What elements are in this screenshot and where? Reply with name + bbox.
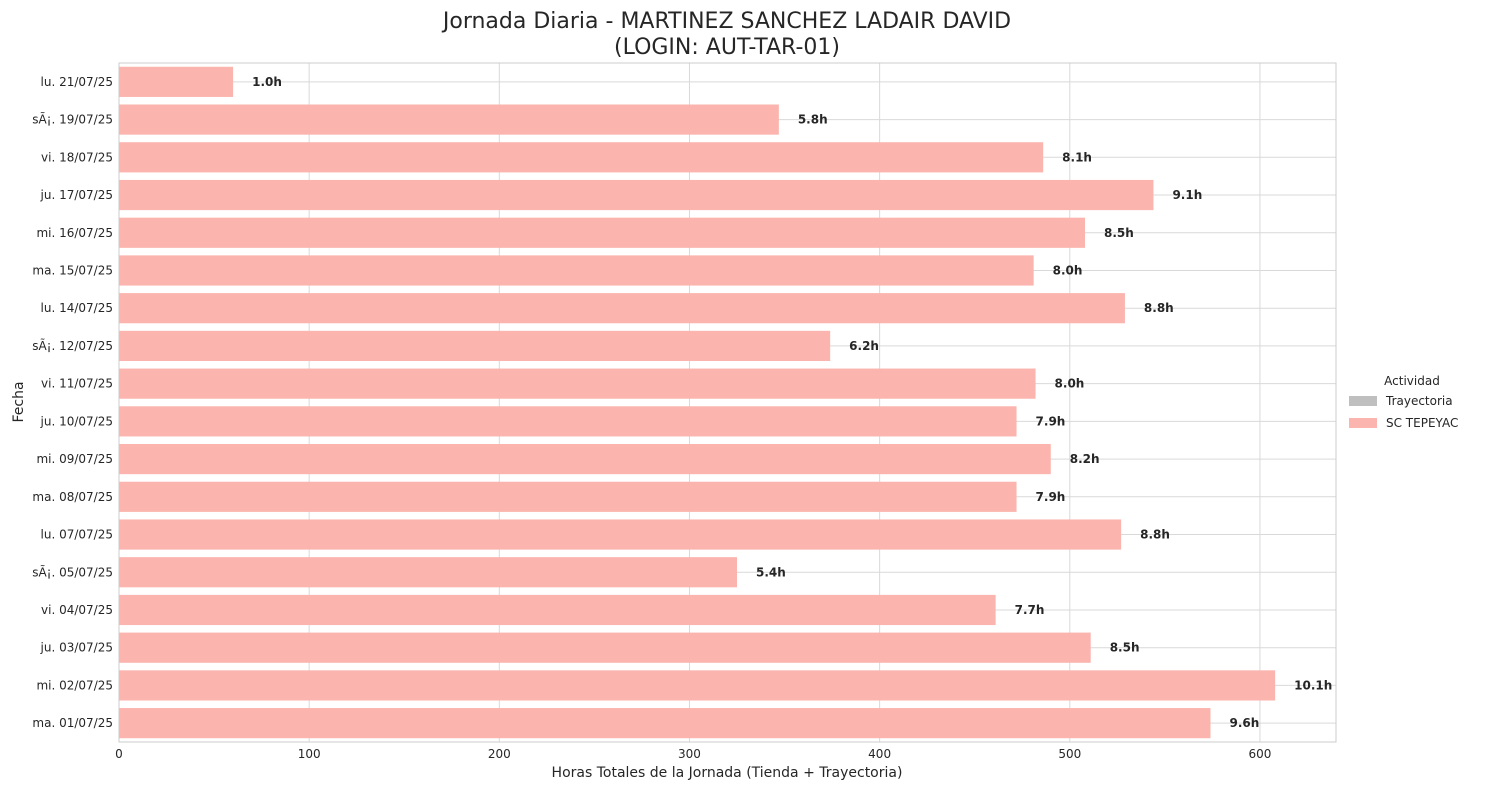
x-tick-label: 600 (1248, 747, 1271, 761)
y-tick-label: sÃ¡. 12/07/25 (32, 338, 113, 353)
x-tick-label: 300 (678, 747, 701, 761)
value-labels: 1.0h 5.8h 8.1h 9.1h 8.5h 8.0h 8.8h 6.2h 8.0h 7.9h… (252, 75, 1332, 730)
bar-value-label: 8.8h (1144, 301, 1174, 315)
legend-label-trayectoria: Trayectoria (1385, 394, 1453, 408)
bar-sc-tepeyac (119, 66, 234, 97)
y-tick-label: mi. 02/07/25 (36, 678, 113, 692)
y-tick-labels: lu. 21/07/25 sÃ¡. 19/07/25 vi. 18/07/25 ju.… (32, 75, 113, 730)
y-tick-label: lu. 14/07/25 (41, 301, 113, 315)
bar-sc-tepeyac (119, 142, 1044, 173)
legend-swatch-sc-tepeyac (1349, 418, 1377, 428)
bars (119, 66, 1276, 739)
y-tick-label: sÃ¡. 05/07/25 (32, 564, 113, 579)
bar-sc-tepeyac (119, 406, 1017, 437)
legend-title: Actividad (1384, 374, 1440, 388)
chart-title-line-2: (LOGIN: AUT-TAR-01) (614, 35, 840, 60)
bar-sc-tepeyac (119, 632, 1091, 663)
bar-sc-tepeyac (119, 670, 1276, 701)
bar-sc-tepeyac (119, 368, 1036, 399)
x-tick-label: 200 (488, 747, 511, 761)
legend-label-sc-tepeyac: SC TEPEYAC (1386, 416, 1458, 430)
bar-sc-tepeyac (119, 179, 1154, 211)
bar-sc-tepeyac (119, 330, 831, 362)
x-tick-label: 100 (298, 747, 321, 761)
y-tick-label: vi. 11/07/25 (41, 377, 113, 391)
legend: Actividad Trayectoria SC TEPEYAC (1349, 374, 1458, 430)
bar-value-label: 8.5h (1110, 641, 1140, 655)
bar-sc-tepeyac (119, 293, 1125, 324)
y-tick-label: ma. 15/07/25 (32, 263, 113, 277)
y-tick-label: vi. 18/07/25 (41, 150, 113, 164)
bar-sc-tepeyac (119, 104, 779, 135)
bar-value-label: 9.1h (1172, 188, 1202, 202)
y-tick-label: lu. 21/07/25 (41, 75, 113, 89)
bar-value-label: 7.7h (1015, 603, 1045, 617)
y-tick-label: vi. 04/07/25 (41, 603, 113, 617)
bar-sc-tepeyac (119, 594, 996, 626)
bar-value-label: 8.2h (1070, 452, 1100, 466)
bar-sc-tepeyac (119, 217, 1085, 248)
bar-value-label: 1.0h (252, 75, 282, 89)
x-tick-label: 500 (1058, 747, 1081, 761)
y-tick-label: lu. 07/07/25 (41, 528, 113, 542)
bar-sc-tepeyac (119, 481, 1017, 512)
y-tick-label: ma. 08/07/25 (32, 490, 113, 504)
plot-frame (118, 62, 1337, 743)
bar-value-label: 8.1h (1062, 150, 1092, 164)
bar-sc-tepeyac (119, 255, 1034, 286)
bar-value-label: 7.9h (1036, 490, 1066, 504)
bar-value-label: 8.8h (1140, 528, 1170, 542)
bar-value-label: 9.6h (1229, 716, 1259, 730)
legend-swatch-trayectoria (1349, 396, 1377, 406)
y-tick-label: ju. 03/07/25 (40, 641, 113, 655)
bar-value-label: 10.1h (1294, 678, 1332, 692)
bar-value-label: 8.0h (1055, 377, 1085, 391)
y-tick-label: ju. 17/07/25 (40, 188, 113, 202)
bar-sc-tepeyac (119, 708, 1211, 739)
bar-value-label: 7.9h (1036, 414, 1066, 428)
bar-value-label: 8.5h (1104, 226, 1134, 240)
x-axis-title: Horas Totales de la Jornada (Tienda + Tr… (552, 765, 903, 781)
y-axis-title: Fecha (11, 381, 27, 422)
bar-sc-tepeyac (119, 443, 1051, 475)
x-tick-label: 0 (115, 747, 123, 761)
y-tick-label: mi. 09/07/25 (36, 452, 113, 466)
bar-value-label: 6.2h (849, 339, 879, 353)
y-tick-label: ju. 10/07/25 (40, 414, 113, 428)
bar-sc-tepeyac (119, 519, 1122, 550)
y-tick-label: mi. 16/07/25 (36, 226, 113, 240)
bar-sc-tepeyac (119, 557, 738, 588)
y-tick-label: sÃ¡. 19/07/25 (32, 112, 113, 127)
bar-value-label: 5.8h (798, 113, 828, 127)
bar-value-label: 5.4h (756, 565, 786, 579)
chart-title-line-1: Jornada Diaria - MARTINEZ SANCHEZ LADAIR… (441, 9, 1011, 34)
bar-value-label: 8.0h (1053, 263, 1083, 277)
x-tick-label: 400 (868, 747, 891, 761)
x-tick-labels: 0 100 200 300 400 500 600 (115, 747, 1271, 761)
y-tick-label: ma. 01/07/25 (32, 716, 113, 730)
